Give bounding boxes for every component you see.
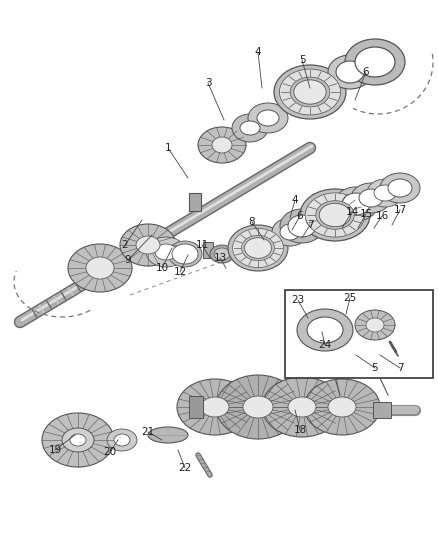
Text: 7: 7	[307, 220, 313, 230]
Text: 6: 6	[363, 67, 369, 77]
Text: 16: 16	[375, 211, 389, 221]
Text: 24: 24	[318, 340, 332, 350]
Ellipse shape	[198, 127, 246, 163]
Text: 11: 11	[195, 240, 208, 250]
Text: 5: 5	[299, 55, 305, 65]
Ellipse shape	[359, 189, 383, 207]
Ellipse shape	[212, 137, 232, 153]
Ellipse shape	[280, 224, 300, 240]
Bar	[285, 290, 433, 378]
Text: 22: 22	[178, 463, 192, 473]
Ellipse shape	[177, 379, 253, 435]
Ellipse shape	[86, 257, 114, 279]
Ellipse shape	[304, 379, 380, 435]
Ellipse shape	[297, 309, 353, 351]
Text: 10: 10	[155, 263, 169, 273]
Ellipse shape	[70, 434, 86, 446]
Ellipse shape	[336, 61, 364, 83]
Ellipse shape	[374, 185, 396, 201]
Bar	[189, 396, 203, 418]
Text: 4: 4	[292, 195, 298, 205]
Ellipse shape	[244, 238, 272, 259]
Ellipse shape	[316, 201, 354, 229]
Text: 2: 2	[122, 240, 128, 250]
Ellipse shape	[210, 245, 234, 263]
Ellipse shape	[201, 397, 229, 417]
Text: 21: 21	[141, 427, 155, 437]
Ellipse shape	[334, 187, 378, 221]
Text: 1: 1	[165, 143, 171, 153]
Ellipse shape	[241, 236, 275, 261]
Bar	[373, 402, 391, 418]
Ellipse shape	[146, 237, 186, 267]
Text: 14: 14	[346, 207, 359, 217]
Ellipse shape	[232, 114, 268, 142]
Ellipse shape	[216, 375, 300, 439]
Text: 4: 4	[254, 47, 261, 57]
Ellipse shape	[243, 396, 273, 418]
Ellipse shape	[366, 318, 384, 332]
Ellipse shape	[306, 213, 326, 227]
Ellipse shape	[214, 248, 230, 260]
Ellipse shape	[272, 218, 308, 246]
Ellipse shape	[240, 121, 260, 135]
Ellipse shape	[307, 317, 343, 343]
Bar	[203, 242, 213, 258]
Text: 9: 9	[125, 255, 131, 265]
Ellipse shape	[155, 244, 177, 260]
Ellipse shape	[172, 244, 198, 264]
Ellipse shape	[248, 103, 288, 133]
Text: 25: 25	[343, 293, 357, 303]
Bar	[189, 193, 201, 211]
Ellipse shape	[233, 229, 283, 268]
Ellipse shape	[262, 377, 342, 437]
Text: 23: 23	[291, 295, 304, 305]
Text: 5: 5	[372, 363, 378, 373]
Ellipse shape	[274, 65, 346, 119]
Ellipse shape	[328, 397, 356, 417]
Ellipse shape	[351, 183, 391, 213]
Ellipse shape	[355, 310, 395, 340]
Ellipse shape	[279, 69, 341, 115]
Ellipse shape	[345, 39, 405, 85]
Ellipse shape	[367, 179, 403, 207]
Text: 19: 19	[48, 445, 62, 455]
Ellipse shape	[228, 225, 288, 271]
Ellipse shape	[328, 55, 372, 89]
Ellipse shape	[305, 193, 365, 237]
Ellipse shape	[168, 241, 202, 267]
Ellipse shape	[42, 413, 114, 467]
Text: 20: 20	[103, 447, 117, 457]
Ellipse shape	[388, 179, 412, 197]
Ellipse shape	[257, 110, 279, 126]
Ellipse shape	[355, 47, 395, 77]
Ellipse shape	[294, 80, 326, 104]
Text: 6: 6	[297, 211, 303, 221]
Ellipse shape	[64, 430, 92, 450]
Ellipse shape	[62, 428, 94, 452]
Ellipse shape	[300, 208, 332, 232]
Text: 13: 13	[213, 253, 226, 263]
Ellipse shape	[342, 193, 370, 215]
Text: 18: 18	[293, 425, 307, 435]
Ellipse shape	[288, 215, 316, 237]
Ellipse shape	[319, 203, 351, 227]
Ellipse shape	[107, 429, 137, 451]
Text: 3: 3	[205, 78, 211, 88]
Ellipse shape	[288, 397, 316, 417]
Text: 7: 7	[397, 363, 403, 373]
Ellipse shape	[136, 236, 160, 254]
Ellipse shape	[280, 209, 324, 243]
Ellipse shape	[114, 434, 130, 446]
Text: 15: 15	[359, 209, 373, 219]
Ellipse shape	[68, 244, 132, 292]
Text: 8: 8	[249, 217, 255, 227]
Ellipse shape	[290, 77, 330, 107]
Ellipse shape	[300, 189, 370, 241]
Ellipse shape	[120, 224, 176, 266]
Ellipse shape	[148, 427, 188, 443]
Text: 12: 12	[173, 267, 187, 277]
Ellipse shape	[380, 173, 420, 203]
Text: 17: 17	[393, 205, 406, 215]
